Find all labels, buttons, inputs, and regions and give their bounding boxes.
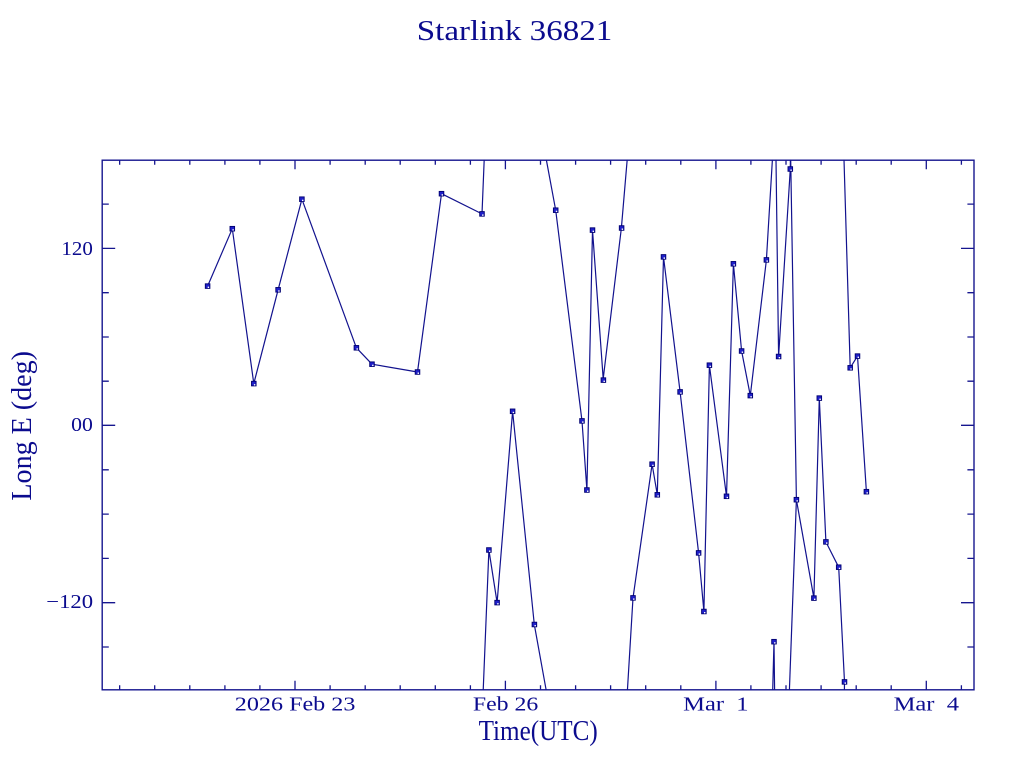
svg-text:Mar 4: Mar 4	[894, 694, 960, 715]
svg-text:−120: −120	[46, 592, 93, 613]
svg-text:Feb 26: Feb 26	[473, 694, 539, 715]
svg-text:Long E (deg): Long E (deg)	[6, 351, 38, 501]
svg-text:2026 Feb 23: 2026 Feb 23	[235, 694, 356, 715]
svg-text:Mar 1: Mar 1	[683, 694, 748, 715]
svg-text:120: 120	[61, 239, 92, 260]
svg-text:00: 00	[71, 415, 93, 436]
svg-text:Time(UTC): Time(UTC)	[479, 715, 598, 747]
svg-text:Starlink 36821: Starlink 36821	[417, 15, 613, 47]
